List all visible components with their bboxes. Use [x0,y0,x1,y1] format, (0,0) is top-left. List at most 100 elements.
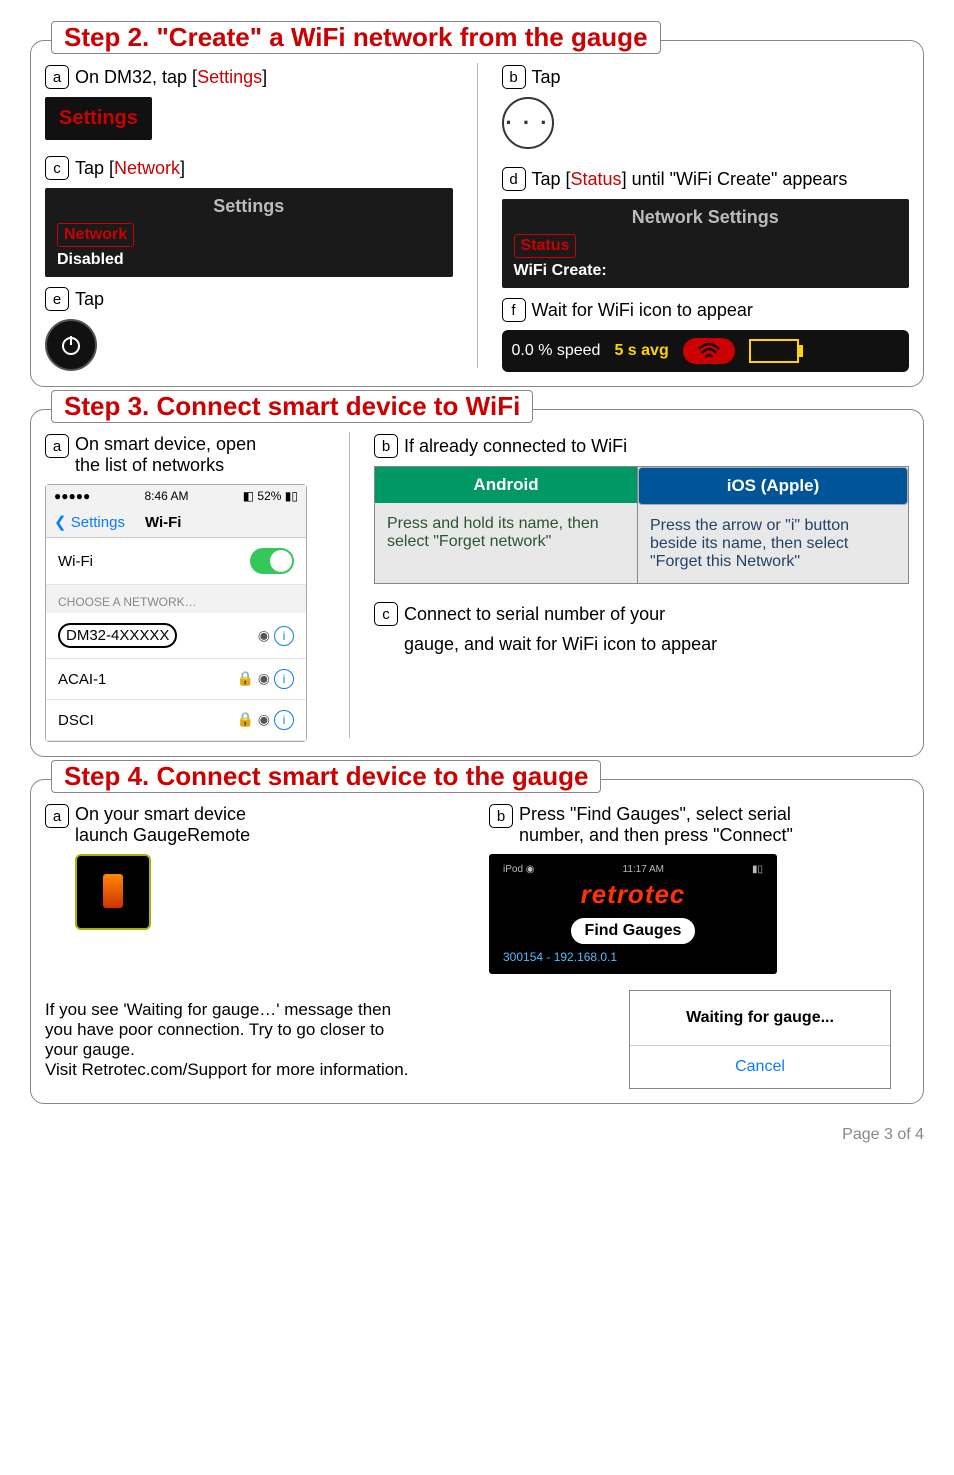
step2-d-red: Status [571,169,622,189]
battery-icon [749,339,799,363]
step4-a: a On your smart device launch GaugeRemot… [45,804,465,846]
wifi-toggle[interactable] [250,548,294,574]
android-body: Press and hold its name, then select "Fo… [375,503,637,563]
gauge-ip[interactable]: 300154 - 192.168.0.1 [503,950,763,964]
letter-c: c [45,156,69,180]
step3-a1: On smart device, open [75,434,256,454]
avg-text: 5 s avg [614,342,668,360]
ios-body: Press the arrow or "i" button beside its… [638,505,908,583]
step4-a2: launch GaugeRemote [75,825,250,845]
wifi-title: Wi-Fi [145,514,182,531]
disabled-label: Disabled [57,251,441,269]
letter-b3: b [374,434,398,458]
letter-c3: c [374,602,398,626]
letter-a3: a [45,434,69,458]
step3-c: c Connect to serial number of your [374,602,909,626]
settings-panel: Settings Network Disabled [45,188,453,277]
step2-a-red: Settings [197,67,262,87]
wifi-icon [683,338,735,364]
info-icon[interactable]: i [274,710,294,730]
step4-b2: number, and then press "Connect" [519,825,793,845]
step3-a: a On smart device, open the list of netw… [45,434,325,476]
network-row-1[interactable]: DM32-4XXXXX ◉i [46,613,306,659]
step2-d-pre: Tap [ [532,169,571,189]
network-dm32: DM32-4XXXXX [58,623,177,648]
network-settings-panel: Network Settings Status WiFi Create: [502,199,910,288]
step-4: Step 4. Connect smart device to the gaug… [30,779,924,1104]
ios-batt: 52% [257,489,281,503]
info-icon[interactable]: i [274,626,294,646]
choose-network-label: CHOOSE A NETWORK… [46,585,306,613]
network-row-3[interactable]: DSCI 🔒 ◉i [46,700,306,741]
status-label[interactable]: Status [514,234,577,258]
step-2-title: Step 2. "Create" a WiFi network from the… [51,21,661,54]
step4-b1: Press "Find Gauges", select serial [519,804,791,824]
cancel-button[interactable]: Cancel [630,1045,890,1088]
wifi-toggle-row: Wi-Fi [46,538,306,585]
waiting-dialog: Waiting for gauge... Cancel [629,990,891,1089]
step3-a2: the list of networks [75,455,224,475]
letter-f: f [502,298,526,322]
wifi-row-label: Wi-Fi [58,553,93,570]
step2-a-pre: On DM32, tap [ [75,67,197,87]
retro-time: 11:17 AM [623,864,665,875]
info-icon[interactable]: i [274,669,294,689]
step2-e: e Tap [45,287,453,311]
retrotec-brand: retrotec [503,879,763,910]
step2-a: a On DM32, tap [Settings] [45,65,453,89]
waiting-msg: Waiting for gauge... [630,991,890,1045]
step2-a-post: ] [262,67,267,87]
step4-a1: On your smart device [75,804,246,824]
more-icon[interactable]: · · · [502,97,554,149]
network-row-2[interactable]: ACAI-1 🔒 ◉i [46,659,306,700]
network-dsci: DSCI [58,712,94,729]
step4-b: b Press "Find Gauges", select serial num… [489,804,909,846]
page-footer: Page 3 of 4 [30,1126,924,1144]
carrier-dots: ●●●●● [54,489,90,503]
step3-c1: Connect to serial number of your [404,604,665,625]
step3-c2: gauge, and wait for WiFi icon to appear [404,634,909,655]
power-icon[interactable] [45,319,97,371]
android-header: Android [375,467,637,503]
note-4: Visit Retrotec.com/Support for more info… [45,1060,605,1080]
network-acai: ACAI-1 [58,671,106,688]
letter-b: b [502,65,526,89]
speed-text: 0.0 % speed [512,342,601,360]
back-button[interactable]: ❮ Settings [54,513,125,531]
step-4-title: Step 4. Connect smart device to the gaug… [51,760,601,793]
retrotec-app: iPod ◉ 11:17 AM ▮▯ retrotec Find Gauges … [489,854,777,974]
step2-b-text: Tap [532,67,561,88]
note-1: If you see 'Waiting for gauge…' message … [45,1000,605,1020]
step2-d: d Tap [Status] until "WiFi Create" appea… [502,167,910,191]
find-gauges-button[interactable]: Find Gauges [569,916,698,946]
gaugeremote-icon[interactable] [75,854,151,930]
step2-d-post: ] until "WiFi Create" appears [622,169,848,189]
step2-e-text: Tap [75,289,104,310]
net-settings-header: Network Settings [514,207,898,228]
step2-f: f Wait for WiFi icon to appear [502,298,910,322]
ios-time: 8:46 AM [144,489,188,503]
letter-a: a [45,65,69,89]
retro-pod: iPod [503,864,523,875]
step2-b: b Tap [502,65,910,89]
step2-c-red: Network [114,158,180,178]
letter-b4: b [489,804,513,828]
step-3: Step 3. Connect smart device to WiFi a O… [30,409,924,757]
step2-c-post: ] [180,158,185,178]
step-3-title: Step 3. Connect smart device to WiFi [51,390,533,423]
step2-c-pre: Tap [ [75,158,114,178]
letter-e: e [45,287,69,311]
ios-wifi-list: ●●●●● 8:46 AM ◧ 52% ▮▯ ❮ Settings Wi-Fi … [45,484,307,742]
gauge-status-bar: 0.0 % speed 5 s avg [502,330,910,372]
note-3: your gauge. [45,1040,605,1060]
letter-a4: a [45,804,69,828]
network-label[interactable]: Network [57,223,134,247]
settings-button[interactable]: Settings [45,97,152,140]
letter-d: d [502,167,526,191]
wifi-create-label: WiFi Create: [514,262,898,280]
step2-f-text: Wait for WiFi icon to appear [532,300,753,321]
step2-c: c Tap [Network] [45,156,453,180]
step-2: Step 2. "Create" a WiFi network from the… [30,40,924,387]
note-2: you have poor connection. Try to go clos… [45,1020,605,1040]
settings-header: Settings [57,196,441,217]
